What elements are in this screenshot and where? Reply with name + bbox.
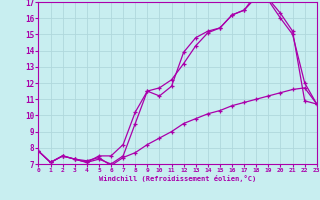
X-axis label: Windchill (Refroidissement éolien,°C): Windchill (Refroidissement éolien,°C) [99, 175, 256, 182]
